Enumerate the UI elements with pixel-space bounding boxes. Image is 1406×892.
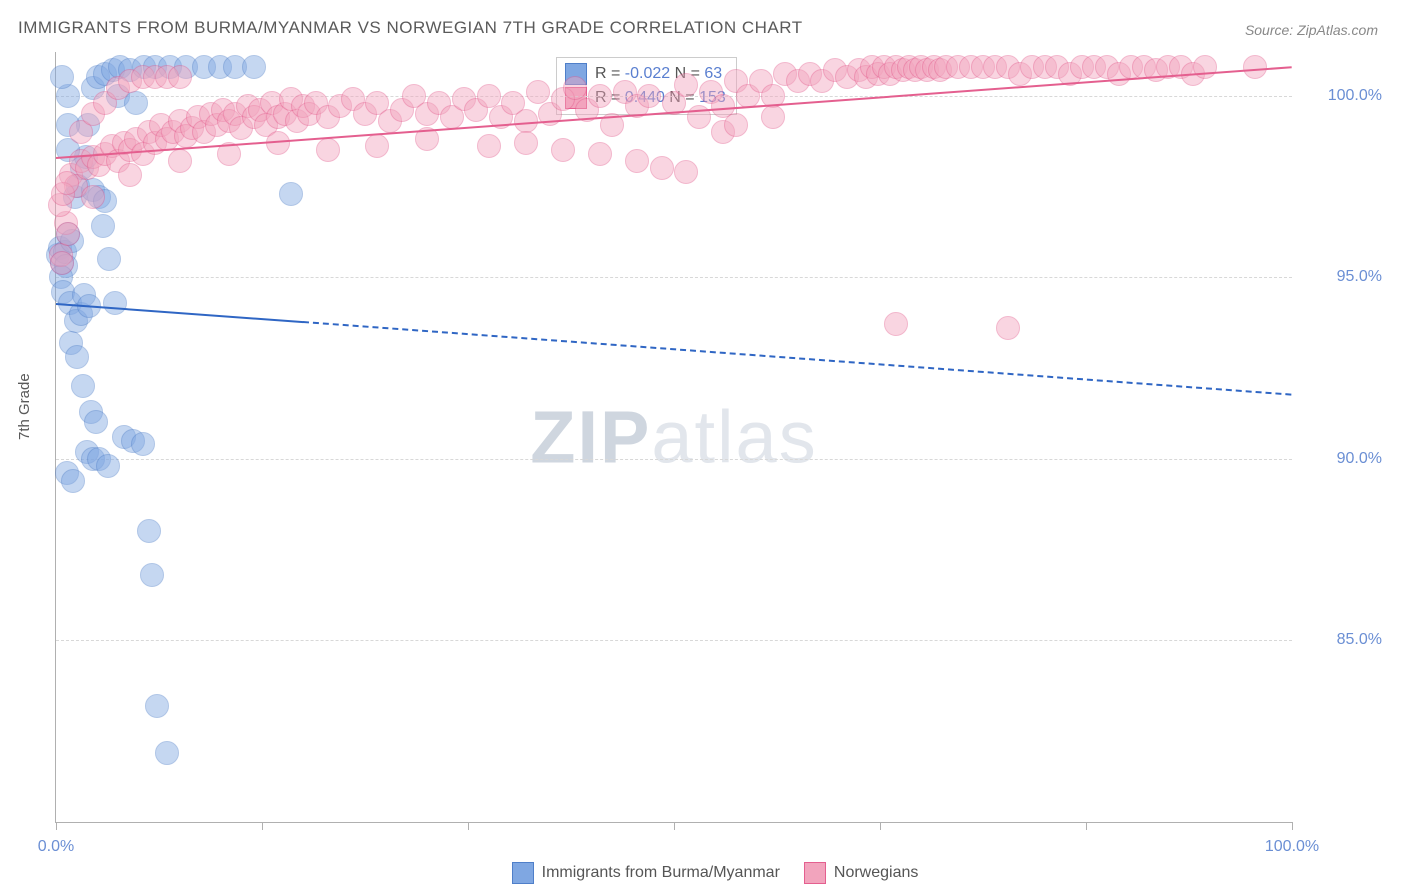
data-point bbox=[118, 163, 142, 187]
gridline bbox=[56, 459, 1292, 460]
data-point bbox=[1243, 55, 1267, 79]
y-tick-label: 90.0% bbox=[1302, 450, 1382, 468]
y-tick-label: 85.0% bbox=[1302, 631, 1382, 649]
data-point bbox=[563, 76, 587, 100]
data-point bbox=[97, 247, 121, 271]
data-point bbox=[761, 105, 785, 129]
data-point bbox=[884, 312, 908, 336]
data-point bbox=[996, 316, 1020, 340]
data-point bbox=[674, 160, 698, 184]
data-point bbox=[71, 374, 95, 398]
data-point bbox=[65, 345, 89, 369]
data-point bbox=[61, 469, 85, 493]
y-tick-label: 100.0% bbox=[1302, 87, 1382, 105]
x-tick bbox=[1292, 822, 1293, 830]
data-point bbox=[637, 84, 661, 108]
gridline bbox=[56, 640, 1292, 641]
x-tick bbox=[468, 822, 469, 830]
data-point bbox=[81, 185, 105, 209]
x-tick bbox=[262, 822, 263, 830]
data-point bbox=[588, 84, 612, 108]
x-tick bbox=[674, 822, 675, 830]
data-point bbox=[514, 131, 538, 155]
data-point bbox=[145, 694, 169, 718]
legend-swatch bbox=[512, 862, 534, 884]
legend-label: Immigrants from Burma/Myanmar bbox=[542, 864, 780, 881]
data-point bbox=[103, 291, 127, 315]
scatter-plot-area: ZIPatlas R = -0.022 N = 63R = 0.440 N = … bbox=[55, 52, 1292, 823]
data-point bbox=[650, 156, 674, 180]
x-tick bbox=[56, 822, 57, 830]
watermark: ZIPatlas bbox=[530, 395, 817, 480]
data-point bbox=[140, 563, 164, 587]
data-point bbox=[56, 222, 80, 246]
data-point bbox=[50, 251, 74, 275]
data-point bbox=[168, 149, 192, 173]
data-point bbox=[477, 134, 501, 158]
data-point bbox=[526, 80, 550, 104]
y-axis-label: 7th Grade bbox=[16, 373, 33, 440]
data-point bbox=[551, 138, 575, 162]
data-point bbox=[365, 134, 389, 158]
legend-swatch bbox=[804, 862, 826, 884]
watermark-part-2: atlas bbox=[651, 396, 817, 479]
x-tick bbox=[1086, 822, 1087, 830]
legend-label: Norwegians bbox=[834, 864, 918, 881]
x-tick bbox=[880, 822, 881, 830]
data-point bbox=[588, 142, 612, 166]
data-point bbox=[55, 171, 79, 195]
data-point bbox=[91, 214, 115, 238]
data-point bbox=[674, 73, 698, 97]
data-point bbox=[155, 741, 179, 765]
trend-line bbox=[303, 321, 1292, 396]
watermark-part-1: ZIP bbox=[530, 396, 651, 479]
data-point bbox=[96, 454, 120, 478]
data-point bbox=[242, 55, 266, 79]
data-point bbox=[724, 113, 748, 137]
x-tick-label: 100.0% bbox=[1265, 838, 1319, 856]
series-legend: Immigrants from Burma/Myanmar Norwegians bbox=[0, 862, 1406, 884]
data-point bbox=[279, 182, 303, 206]
data-point bbox=[137, 519, 161, 543]
gridline bbox=[56, 277, 1292, 278]
data-point bbox=[316, 138, 340, 162]
y-tick-label: 95.0% bbox=[1302, 268, 1382, 286]
data-point bbox=[131, 432, 155, 456]
data-point bbox=[50, 65, 74, 89]
source-attribution: Source: ZipAtlas.com bbox=[1245, 22, 1378, 38]
data-point bbox=[84, 410, 108, 434]
data-point bbox=[477, 84, 501, 108]
data-point bbox=[625, 149, 649, 173]
x-tick-label: 0.0% bbox=[38, 838, 74, 856]
chart-title: IMMIGRANTS FROM BURMA/MYANMAR VS NORWEGI… bbox=[18, 18, 803, 38]
data-point bbox=[168, 65, 192, 89]
